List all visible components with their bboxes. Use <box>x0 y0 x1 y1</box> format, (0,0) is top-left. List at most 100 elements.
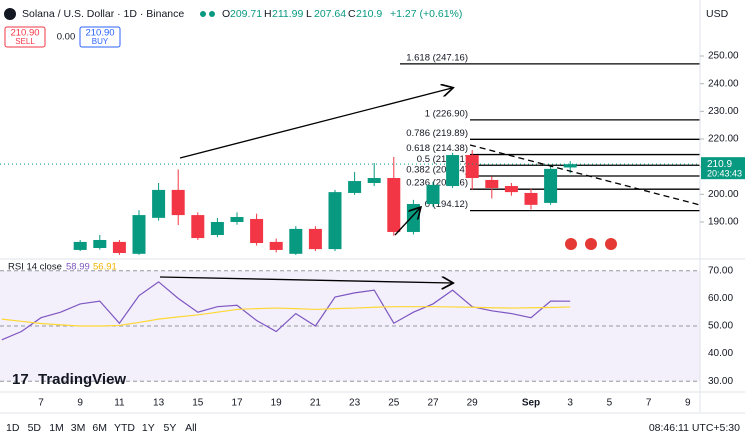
range-button[interactable]: 3M <box>71 422 86 434</box>
rsi-label: RSI 14 close <box>8 262 62 273</box>
x-tick-label: 3 <box>567 398 573 409</box>
fib-label: 0.236 (201.86) <box>406 178 468 189</box>
candle-body <box>348 181 362 193</box>
x-tick-label: 17 <box>231 398 243 409</box>
x-tick-label: 11 <box>114 398 125 409</box>
candle-body <box>93 239 107 249</box>
candle-body <box>132 215 146 254</box>
sma-value: 56.91 <box>93 262 117 273</box>
candle-body <box>191 215 205 239</box>
trend-arrow <box>394 208 420 236</box>
candle-body <box>446 155 460 187</box>
fib-label: 1.618 (247.16) <box>406 52 468 63</box>
y-tick-label: 250.00 <box>708 51 739 62</box>
candle-body <box>406 204 420 232</box>
trend-arrow <box>179 88 452 159</box>
x-tick-label: 9 <box>685 398 691 409</box>
range-bar: 1D 5D 1M 3M 6M YTD 1Y 5Y All <box>6 422 197 434</box>
range-button[interactable]: 1Y <box>142 422 155 434</box>
range-button[interactable]: 5D <box>28 422 42 434</box>
range-button[interactable]: 1M <box>49 422 64 434</box>
range-button[interactable]: 6M <box>92 422 107 434</box>
x-tick-label: 9 <box>77 398 83 409</box>
ohlc-key: L <box>306 8 312 20</box>
ohlc-value: 210.9 <box>356 8 382 20</box>
status-dot <box>209 11 215 17</box>
fib-label: 0.382 (206.64) <box>406 164 468 175</box>
candle-body <box>485 179 499 188</box>
change: +1.27 (+0.61%) <box>390 8 462 20</box>
logo-mark: 17 <box>12 371 29 388</box>
fib-label: 0.5 (210.51) <box>417 154 468 165</box>
ohlc-key: C <box>348 8 356 20</box>
logo: TradingView <box>38 371 126 388</box>
candle-body <box>504 186 518 193</box>
price-tag-value: 210.9 <box>707 159 732 170</box>
fib-label: 0.618 (214.38) <box>406 143 468 154</box>
range-button[interactable]: All <box>185 422 197 434</box>
sell-button[interactable] <box>4 26 46 48</box>
y-tick-label: 190.00 <box>708 217 739 228</box>
ohlc-value: 209.71 <box>230 8 262 20</box>
spread: 0.00 <box>57 32 76 43</box>
ohlc-key: H <box>264 8 272 20</box>
candle-body <box>328 192 342 250</box>
y-tick-label: 240.00 <box>708 78 739 89</box>
x-tick-label: 29 <box>467 398 479 409</box>
range-button[interactable]: YTD <box>114 422 135 434</box>
x-tick-label: 13 <box>153 398 165 409</box>
rsi-line <box>1 306 571 327</box>
candle-body <box>269 241 283 250</box>
candle-body <box>152 189 166 218</box>
price-tag <box>701 157 745 180</box>
ohlc-value: 207.64 <box>314 8 346 20</box>
candle-body <box>563 164 577 168</box>
y-tick-label: 230.00 <box>708 106 739 117</box>
rsi-tick-label: 70.00 <box>708 265 733 276</box>
rsi-arrow <box>159 277 452 283</box>
candle-body <box>367 178 381 183</box>
buy-button[interactable] <box>79 26 121 48</box>
candle-body <box>524 192 538 205</box>
candle-body <box>230 217 244 222</box>
x-tick-label: 7 <box>646 398 652 409</box>
currency: USD <box>706 8 729 20</box>
event-icons <box>565 238 617 250</box>
x-tick-label: 23 <box>349 398 361 409</box>
candle-body <box>465 155 479 179</box>
candle-body <box>171 189 185 216</box>
status-dot <box>200 11 206 17</box>
ohlc-value: 211.99 <box>272 8 303 20</box>
x-tick-label: 25 <box>388 398 400 409</box>
x-tick-label: 15 <box>192 398 204 409</box>
range-button[interactable]: 1D <box>6 422 20 434</box>
x-tick-label: 5 <box>607 398 613 409</box>
candle-body <box>210 222 224 236</box>
candle-body <box>387 178 401 232</box>
rsi-tick-label: 50.00 <box>708 321 733 332</box>
x-tick-label: 7 <box>38 398 44 409</box>
candle-body <box>112 241 126 253</box>
candle-body <box>308 228 322 250</box>
buy-label: BUY <box>92 37 109 46</box>
x-tick-label: Sep <box>522 398 540 409</box>
rsi-value: 58.99 <box>66 262 90 273</box>
candle-body <box>73 241 87 250</box>
plot: 1.618 (247.16) 1 (226.90) 0.786 (219.89) 0.… <box>0 52 700 255</box>
ohlc-key: O <box>222 8 230 20</box>
range-button[interactable]: 5Y <box>164 422 177 434</box>
sell-price: 210.90 <box>10 28 39 39</box>
symbol-icon <box>4 8 16 20</box>
candle-body <box>289 228 303 254</box>
candle-body <box>544 168 558 203</box>
x-tick-label: 19 <box>271 398 283 409</box>
y-tick-label: 220.00 <box>708 134 739 145</box>
x-tick-label: 27 <box>427 398 439 409</box>
rsi-tick-label: 60.00 <box>708 293 733 304</box>
fib-label: 1 (226.90) <box>425 108 468 119</box>
ohlc-legend: O 209.71 H 211.99 L 207.64 C 210.9 <box>222 8 382 20</box>
x-tick-label: 21 <box>310 398 322 409</box>
rsi-panel <box>0 270 700 382</box>
fib-label: 0 (194.12) <box>425 199 468 210</box>
